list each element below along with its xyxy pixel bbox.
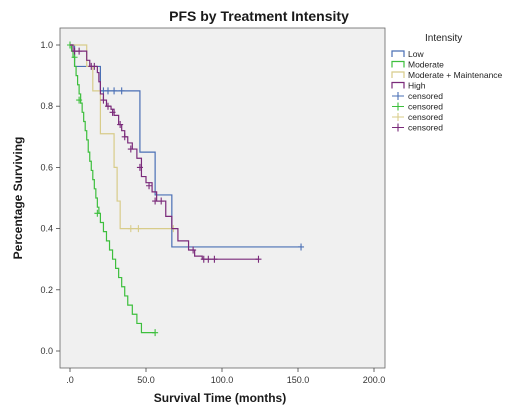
censor-mark — [146, 182, 153, 190]
legend-label: censored — [408, 102, 443, 112]
legend-entry: Low — [391, 49, 424, 59]
x-tick-label: 200.0 — [363, 375, 386, 385]
series-high — [70, 44, 262, 263]
censor-mark — [190, 246, 197, 254]
legend-label: censored — [408, 123, 443, 133]
censor-mark — [255, 255, 262, 263]
x-tick-label: 50.0 — [137, 375, 155, 385]
legend-line-swatch — [391, 81, 405, 89]
x-tick-label: 100.0 — [211, 375, 234, 385]
legend-label: Low — [408, 49, 424, 59]
censor-mark — [76, 96, 83, 104]
legend-label: High — [408, 81, 426, 91]
legend-cross-swatch — [392, 123, 404, 132]
censor-mark — [127, 145, 134, 153]
censor-mark — [71, 53, 78, 61]
y-tick-label: 0.8 — [40, 101, 53, 111]
km-step-line — [70, 44, 156, 334]
legend-title: Intensity — [425, 33, 462, 44]
legend-cross-swatch — [392, 102, 404, 111]
censor-mark — [211, 255, 218, 263]
legend-cross-swatch — [392, 113, 404, 121]
legend-label: censored — [408, 91, 443, 101]
censor-mark — [94, 209, 101, 217]
censor-mark — [105, 87, 111, 95]
legend-entry: censored — [392, 102, 443, 112]
legend-label: Moderate — [408, 60, 444, 70]
series-low — [70, 44, 305, 251]
censor-mark — [152, 197, 159, 205]
y-tick-label: 0.6 — [40, 162, 53, 172]
y-tick-label: 0.4 — [40, 224, 53, 234]
y-tick-label: 1.0 — [40, 40, 53, 50]
x-tick-label: .0 — [66, 375, 74, 385]
censor-mark — [105, 102, 111, 110]
censor-mark — [91, 62, 98, 70]
legend-cross-swatch — [392, 92, 404, 100]
censor-mark — [127, 225, 134, 233]
censor-mark — [117, 121, 124, 129]
legend-entry: censored — [392, 112, 443, 122]
y-axis-ticks: 0.0 0.2 0.4 0.6 0.8 1.0 — [40, 40, 60, 356]
censor-mark — [111, 87, 118, 95]
legend-entry: censored — [392, 91, 443, 101]
censor-mark — [158, 197, 165, 205]
legend-line-swatch — [391, 60, 405, 68]
legend-line-swatch — [391, 71, 405, 78]
km-step-line — [70, 44, 302, 248]
series-layer — [67, 41, 305, 337]
censor-mark — [76, 47, 83, 55]
censor-mark — [152, 329, 159, 337]
x-axis-ticks: .0 50.0 100.0 150.0 200.0 — [66, 368, 385, 385]
censor-mark — [118, 87, 125, 95]
censor-mark — [298, 243, 305, 251]
x-tick-label: 150.0 — [287, 375, 310, 385]
plot-area — [59, 27, 386, 369]
legend-label: Moderate + Maintenance — [408, 70, 503, 80]
censor-mark — [205, 255, 212, 263]
legend-entry: Moderate + Maintenance — [391, 70, 503, 80]
y-tick-label: 0.2 — [40, 285, 53, 295]
y-tick-label: 0.0 — [40, 346, 53, 356]
censor-mark — [135, 225, 142, 233]
legend-entry: Moderate — [391, 60, 444, 70]
legend-entry: censored — [392, 123, 443, 133]
legend-label: censored — [408, 112, 443, 122]
legend-line-swatch — [391, 50, 405, 57]
y-axis-label: Percentage Surviving — [11, 137, 25, 260]
legend-entry: High — [391, 81, 426, 91]
km-step-line — [70, 44, 174, 230]
censor-mark — [100, 96, 107, 104]
x-axis-label: Survival Time (months) — [154, 391, 286, 405]
censor-mark — [136, 163, 143, 171]
censor-mark — [109, 108, 116, 116]
censor-mark — [121, 133, 128, 141]
chart-title: PFS by Treatment Intensity — [169, 8, 349, 24]
